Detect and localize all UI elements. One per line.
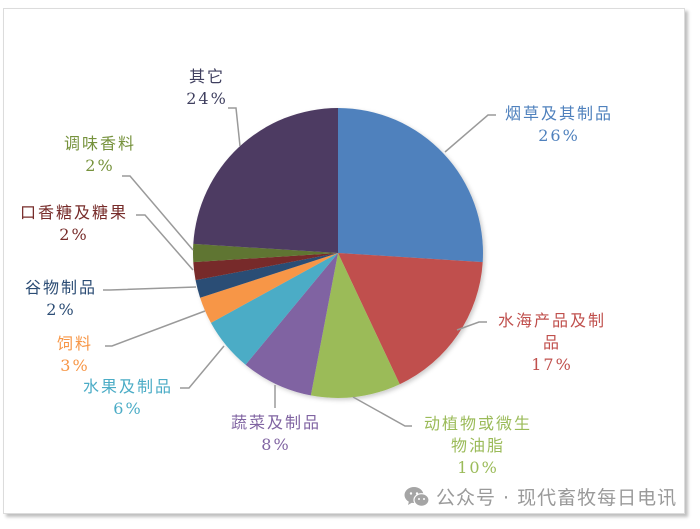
wechat-icon — [404, 486, 430, 507]
leader-line-tobacco — [444, 114, 496, 153]
label-other-name: 其它 — [188, 67, 225, 86]
label-feed-name: 饲料 — [56, 334, 93, 353]
label-candy-pct: 2% — [59, 225, 89, 244]
label-other: 其它 24% — [182, 66, 232, 110]
leader-line-fruits — [180, 345, 225, 389]
leader-line-oils — [352, 396, 412, 427]
pie-slice — [193, 243, 338, 263]
pie-slice — [195, 253, 338, 298]
label-fruits: 水果及制品 6% — [73, 376, 183, 420]
label-candy: 口香糖及糖果 2% — [10, 202, 138, 246]
label-fruits-name: 水果及制品 — [82, 377, 173, 396]
leader-line-spices — [122, 175, 194, 251]
pie-slice — [200, 253, 338, 323]
pie-slice — [338, 253, 483, 385]
label-oils: 动植物或微生 物油脂 10% — [413, 413, 543, 479]
label-other-pct: 24% — [186, 89, 228, 108]
pie-slice — [338, 108, 483, 263]
label-oils-name-2: 物油脂 — [450, 436, 505, 455]
label-cereals-name: 谷物制品 — [24, 278, 97, 297]
label-tobacco-pct: 26% — [538, 126, 580, 145]
label-tobacco-name: 烟草及其制品 — [504, 104, 613, 123]
pie-slice — [210, 253, 338, 365]
watermark: 公众号 · 现代畜牧每日电讯 — [404, 483, 677, 510]
label-seafood: 水海产品及制 品 17% — [487, 310, 617, 376]
label-vegetables-pct: 8% — [261, 435, 291, 454]
label-vegetables-name: 蔬菜及制品 — [230, 413, 321, 432]
label-tobacco: 烟草及其制品 26% — [494, 103, 624, 147]
label-fruits-pct: 6% — [113, 399, 143, 418]
leader-line-candy — [136, 214, 194, 271]
pie-slice — [310, 253, 400, 398]
leader-line-feed — [105, 310, 206, 347]
label-feed-pct: 3% — [60, 356, 90, 375]
leader-line-seafood — [456, 321, 487, 331]
leader-line-other — [228, 107, 241, 147]
pie-slice — [193, 108, 338, 253]
leader-line-cereals — [103, 286, 197, 291]
label-spices-name: 调味香料 — [63, 134, 136, 153]
label-feed: 饲料 3% — [50, 333, 100, 377]
leader-lines — [103, 107, 496, 427]
label-candy-name: 口香糖及糖果 — [19, 203, 128, 222]
pie-slices — [193, 108, 483, 398]
label-oils-pct: 10% — [457, 458, 499, 477]
label-seafood-name-2: 品 — [542, 333, 561, 352]
label-oils-name-1: 动植物或微生 — [423, 414, 532, 433]
watermark-text: 公众号 · 现代畜牧每日电讯 — [436, 487, 678, 509]
label-cereals: 谷物制品 2% — [17, 277, 105, 321]
label-spices-pct: 2% — [85, 156, 115, 175]
pie-slice — [245, 253, 338, 396]
label-seafood-name-1: 水海产品及制 — [497, 311, 606, 330]
label-spices: 调味香料 2% — [55, 133, 145, 177]
label-cereals-pct: 2% — [46, 300, 76, 319]
label-seafood-pct: 17% — [531, 355, 573, 374]
label-vegetables: 蔬菜及制品 8% — [220, 412, 332, 456]
pie-slice — [193, 253, 338, 281]
